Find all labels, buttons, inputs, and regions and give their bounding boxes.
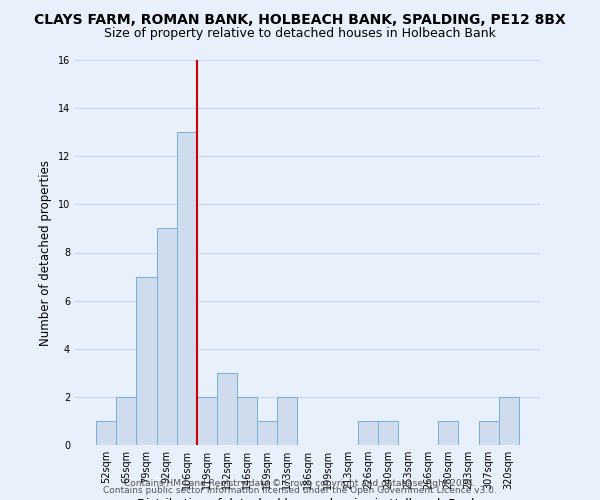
Text: Contains HM Land Registry data © Crown copyright and database right 2024.: Contains HM Land Registry data © Crown c… — [124, 478, 476, 488]
Text: Size of property relative to detached houses in Holbeach Bank: Size of property relative to detached ho… — [104, 28, 496, 40]
X-axis label: Distribution of detached houses by size in Holbeach Bank: Distribution of detached houses by size … — [137, 498, 478, 500]
Bar — [96, 421, 116, 445]
Bar — [197, 397, 217, 445]
Bar — [116, 397, 136, 445]
Bar — [499, 397, 519, 445]
Bar — [378, 421, 398, 445]
Text: CLAYS FARM, ROMAN BANK, HOLBEACH BANK, SPALDING, PE12 8BX: CLAYS FARM, ROMAN BANK, HOLBEACH BANK, S… — [34, 12, 566, 26]
Bar — [257, 421, 277, 445]
Y-axis label: Number of detached properties: Number of detached properties — [39, 160, 52, 346]
Text: Contains public sector information licensed under the Open Government Licence v3: Contains public sector information licen… — [103, 486, 497, 495]
Bar — [237, 397, 257, 445]
Bar — [176, 132, 197, 445]
Bar — [277, 397, 298, 445]
Bar — [479, 421, 499, 445]
Bar — [439, 421, 458, 445]
Bar — [157, 228, 176, 445]
Bar — [358, 421, 378, 445]
Bar — [136, 276, 157, 445]
Bar — [217, 373, 237, 445]
